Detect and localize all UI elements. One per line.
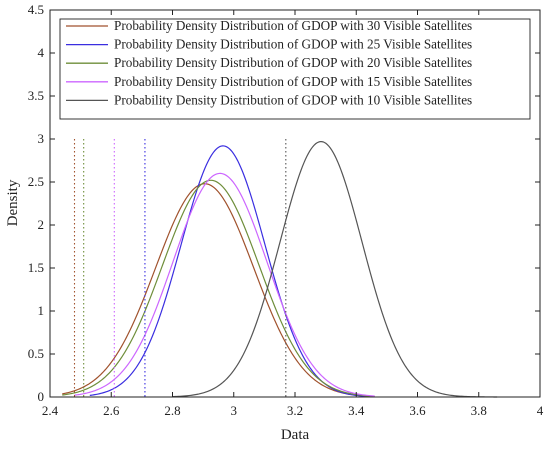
x-tick-label: 3.2: [287, 403, 303, 418]
y-tick-label: 4: [38, 45, 45, 60]
x-axis-ticks: 2.4 2.6 2.8 3 3.2 3.4 3.6 3.8 4: [42, 10, 544, 418]
x-tick-label: 3: [231, 403, 238, 418]
y-tick-label: 1.5: [28, 260, 44, 275]
x-tick-label: 2.8: [164, 403, 180, 418]
x-tick-label: 2.4: [42, 403, 59, 418]
series-curve: [172, 140, 498, 398]
series-curve: [74, 172, 375, 397]
legend: Probability Density Distribution of GDOP…: [59, 18, 531, 120]
legend-label: Probability Density Distribution of GDOP…: [114, 55, 472, 70]
y-tick-label: 0.5: [28, 346, 44, 361]
legend-box: [59, 18, 531, 120]
x-tick-label: 3.6: [409, 403, 426, 418]
reference-lines: [73, 139, 287, 397]
y-tick-label: 0: [38, 389, 45, 404]
y-tick-label: 2: [38, 217, 45, 232]
legend-label: Probability Density Distribution of GDOP…: [114, 18, 472, 33]
y-tick-label: 1: [38, 303, 45, 318]
x-axis-label: Data: [281, 427, 310, 443]
x-tick-label: 3.8: [471, 403, 487, 418]
x-tick-label: 4: [537, 403, 544, 418]
legend-label: Probability Density Distribution of GDOP…: [114, 74, 472, 89]
y-tick-label: 2.5: [28, 174, 44, 189]
y-tick-label: 3: [38, 131, 45, 146]
legend-label: Probability Density Distribution of GDOP…: [114, 92, 472, 107]
legend-label: Probability Density Distribution of GDOP…: [114, 37, 472, 52]
x-tick-label: 3.4: [348, 403, 365, 418]
y-tick-label: 3.5: [28, 88, 44, 103]
y-tick-label: 4.5: [28, 2, 44, 17]
y-axis-label: Density: [5, 179, 21, 226]
y-axis-ticks: 0 0.5 1 1.5 2 2.5 3 3.5 4 4.5: [28, 2, 540, 404]
x-tick-label: 2.6: [103, 403, 120, 418]
series-curve: [62, 183, 375, 398]
